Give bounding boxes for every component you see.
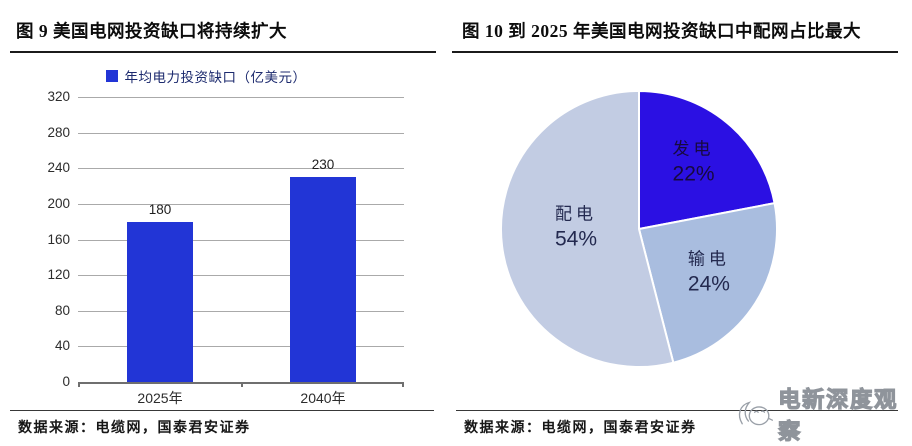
bar-value-label: 180	[148, 201, 172, 217]
legend-label: 年均电力投资缺口（亿美元）	[124, 70, 307, 85]
figure9-title: 图 9 美国电网投资缺口将持续扩大	[10, 16, 436, 53]
x-axis-category-label: 2025年	[137, 390, 183, 406]
figure9-panel: 图 9 美国电网投资缺口将持续扩大 年均电力投资缺口（亿美元） 0 40 80 120…	[8, 8, 440, 446]
gridline	[78, 310, 404, 312]
x-axis-tick	[240, 382, 243, 387]
pie-slice-percent: 54%	[555, 227, 598, 251]
pie-slice-name: 输电	[687, 249, 730, 269]
gridline	[78, 239, 404, 241]
y-axis-tick-label: 280	[47, 124, 70, 140]
y-axis-tick-label: 320	[47, 89, 70, 104]
pie-slice-percent: 24%	[687, 272, 730, 296]
figure9-divider	[10, 410, 434, 411]
pie-slice-percent: 22%	[672, 162, 715, 186]
pie-slice-name: 配电	[555, 204, 598, 224]
y-axis-tick-label: 200	[47, 195, 70, 211]
bar	[127, 221, 193, 382]
y-axis-tick-label: 0	[62, 374, 70, 389]
legend-swatch-icon	[105, 70, 118, 82]
figure9-source: 数据来源：电缆网，国泰君安证券	[18, 421, 251, 436]
x-axis-tick	[402, 382, 404, 387]
y-axis-tick-label: 80	[54, 302, 70, 318]
figure10-divider	[456, 410, 898, 411]
figure10-title: 图 10 到 2025 年美国电网投资缺口中配网占比最大	[452, 16, 898, 53]
pie-slice-label: 发电 22%	[673, 138, 715, 187]
pie-svg	[500, 89, 778, 368]
pie-slice-name: 发电	[672, 139, 715, 159]
gridline	[78, 203, 404, 205]
y-axis-tick-label: 120	[47, 267, 70, 283]
x-axis-category-label: 2040年	[300, 390, 346, 406]
gridline	[78, 275, 404, 277]
figure10-panel: 图 10 到 2025 年美国电网投资缺口中配网占比最大 发电 22% 输电 24% 配…	[450, 8, 906, 446]
pie-slice-label: 输电 24%	[688, 249, 730, 298]
pie-slice-label: 配电 54%	[555, 203, 597, 252]
bar-plot: 0 40 80 120 160 200 240 280 320 180 2025年 230 2040年	[47, 89, 404, 406]
pie-chart: 发电 22% 输电 24% 配电 54%	[498, 88, 780, 370]
x-axis-tick	[78, 382, 80, 387]
y-axis-tick-label: 160	[47, 231, 70, 247]
pie-slice	[500, 89, 675, 368]
watermark-text: 电新深度观察	[778, 386, 899, 444]
gridline	[78, 168, 404, 170]
gridline	[78, 97, 404, 98]
gridline	[78, 346, 404, 348]
bar-value-label: 230	[311, 157, 335, 173]
y-axis-tick-label: 40	[54, 338, 70, 354]
pie-slice	[638, 89, 776, 231]
watermark: 电新深度观察	[736, 382, 906, 446]
figure10-source: 数据来源：电缆网，国泰君安证券	[464, 421, 697, 436]
pie-slice	[637, 201, 778, 364]
doodle-logo-icon	[738, 401, 774, 426]
bar	[290, 177, 356, 382]
gridline	[78, 132, 404, 134]
figure9-legend: 年均电力投资缺口（亿美元）	[8, 66, 404, 86]
y-axis-tick-label: 240	[47, 160, 70, 176]
